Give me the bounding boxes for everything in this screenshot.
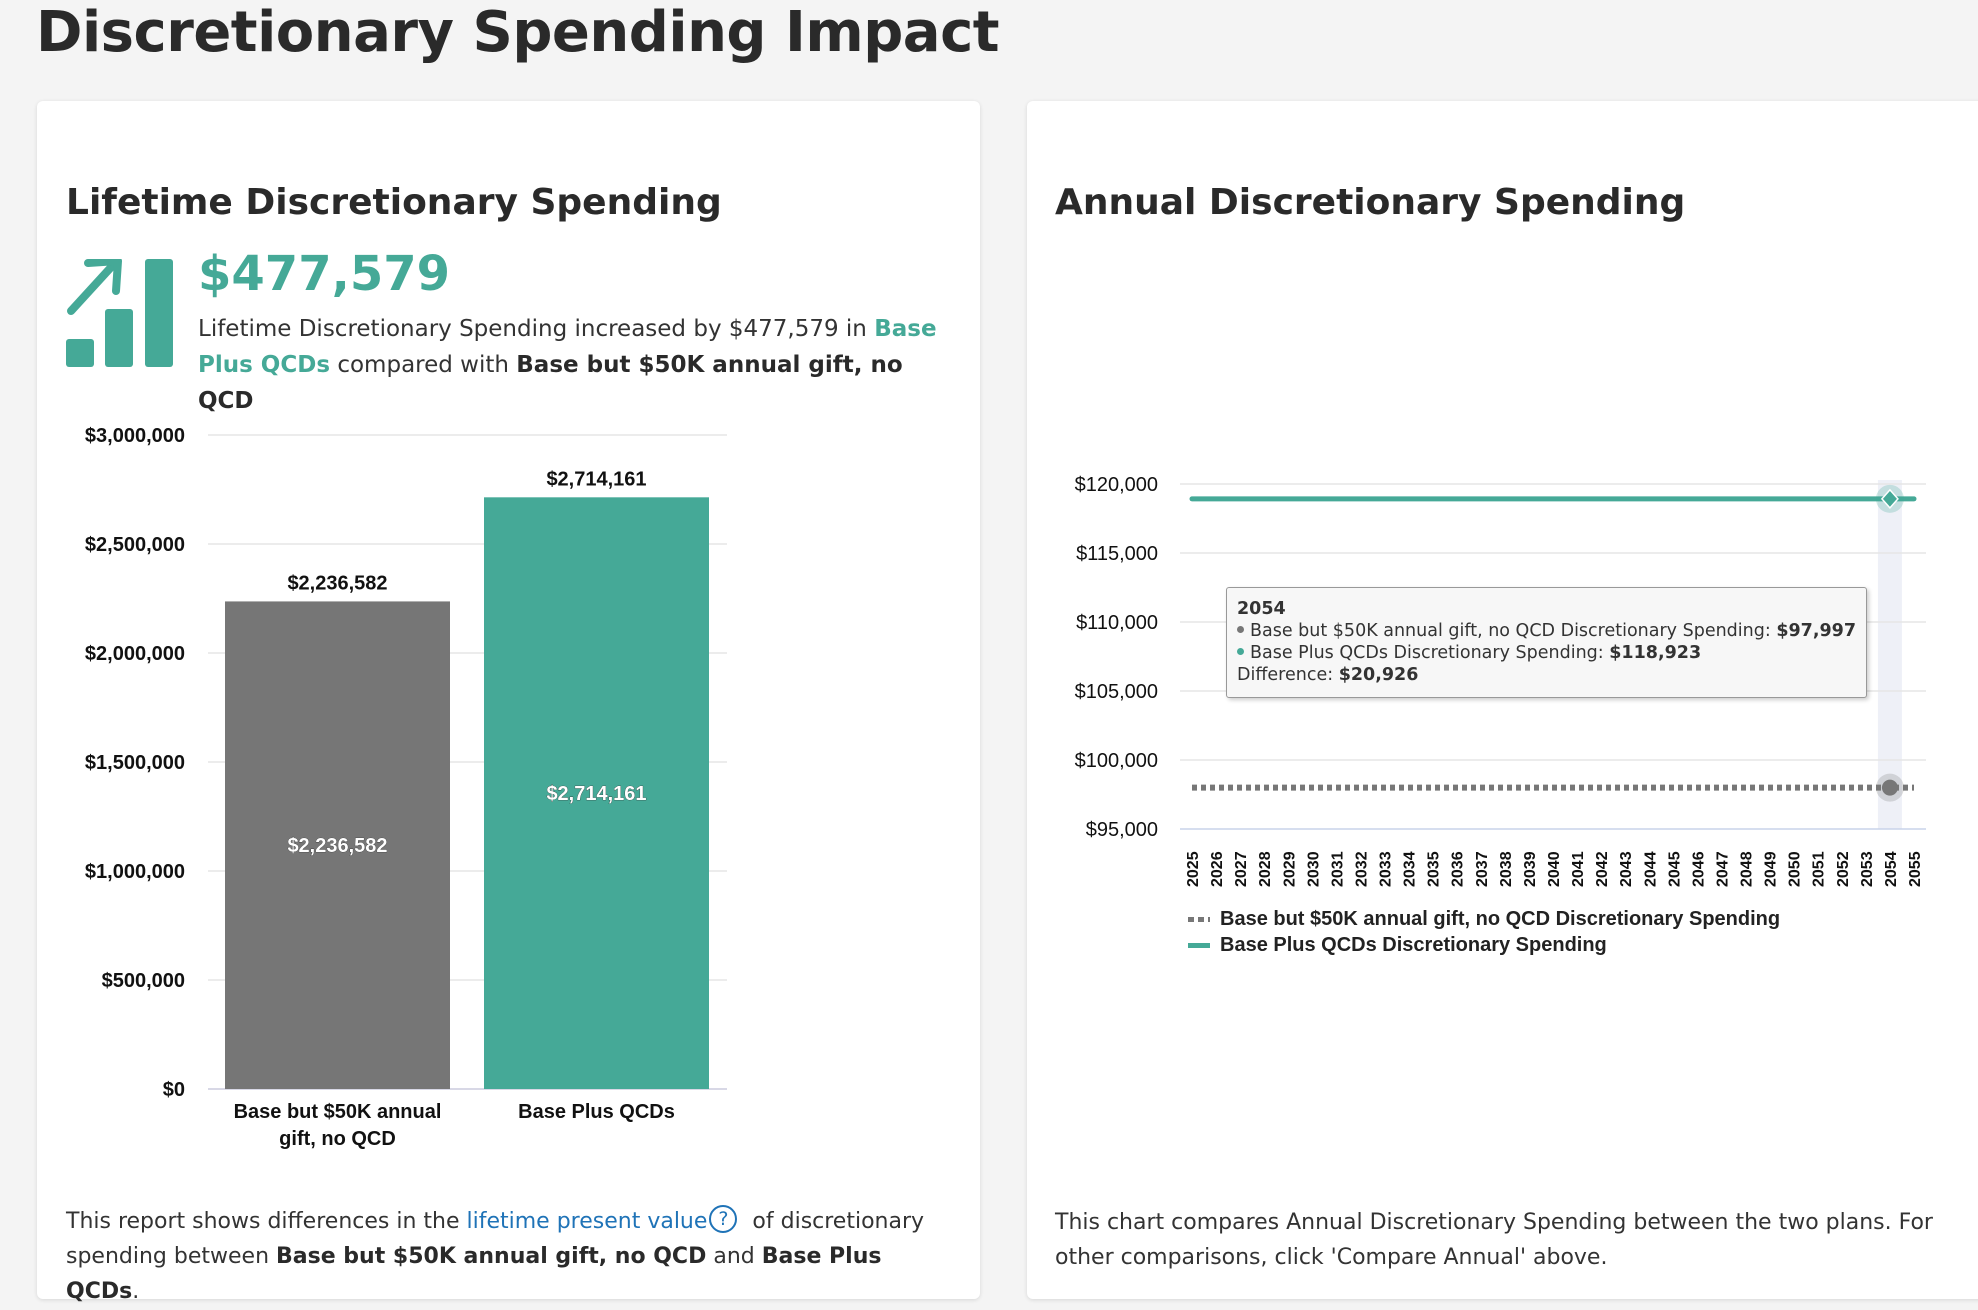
legend-item-plan-b[interactable]: Base Plus QCDs Discretionary Spending: [1188, 932, 1780, 958]
x-tick-label: 2032: [1353, 851, 1370, 887]
x-tick-label: 2054: [1883, 851, 1900, 887]
x-tick-label: 2025: [1185, 851, 1202, 887]
y-tick-label: $115,000: [1076, 543, 1158, 565]
footer-text: .: [132, 1279, 140, 1304]
page-title: Discretionary Spending Impact: [36, 0, 1000, 65]
gray-dot-icon: [1237, 626, 1244, 633]
footer-text: and: [706, 1244, 762, 1269]
summary-text: compared with: [330, 352, 517, 378]
legend-label: Base but $50K annual gift, no QCD Discre…: [1220, 908, 1781, 930]
y-tick-label: $2,000,000: [85, 643, 185, 665]
x-tick-label: 2053: [1859, 851, 1876, 887]
x-category-label: gift, no QCD: [279, 1128, 396, 1150]
teal-dot-icon: [1237, 648, 1244, 655]
x-tick-label: 2049: [1763, 851, 1780, 887]
plan-b-name: Base Plus QCDs: [198, 316, 937, 378]
x-tick-label: 2055: [1907, 851, 1924, 887]
dotted-line-swatch-icon: [1188, 916, 1210, 922]
x-tick-label: 2035: [1426, 851, 1443, 887]
bar-inner-label: $2,714,161: [546, 783, 646, 805]
x-tick-label: 2034: [1402, 851, 1419, 887]
x-tick-label: 2039: [1522, 851, 1539, 887]
tooltip-label: Base Plus QCDs Discretionary Spending:: [1250, 643, 1610, 663]
y-tick-label: $1,000,000: [85, 861, 185, 883]
x-category-label: Base Plus QCDs: [518, 1101, 675, 1123]
x-tick-label: 2047: [1714, 851, 1731, 887]
chart-increase-icon: [66, 259, 173, 367]
help-icon[interactable]: ?: [709, 1205, 738, 1233]
lifetime-difference-value: $477,579: [198, 246, 451, 302]
highlight-band: [1877, 480, 1902, 829]
bar-inner-label: $2,236,582: [287, 835, 387, 857]
tooltip-difference: Difference: $20,926: [1237, 664, 1856, 686]
line-chart-legend: Base but $50K annual gift, no QCD Discre…: [1188, 906, 1780, 958]
right-footer-note: This chart compares Annual Discretionary…: [1055, 1210, 1933, 1270]
x-tick-label: 2031: [1329, 851, 1346, 887]
x-tick-label: 2036: [1450, 851, 1467, 887]
tooltip-label: Base but $50K annual gift, no QCD Discre…: [1250, 621, 1777, 641]
footer-text: of discretionary spending between: [66, 1209, 925, 1269]
y-tick-label: $2,500,000: [85, 534, 185, 556]
x-tick-label: 2046: [1690, 851, 1707, 887]
plan-a-name: Base but $50K annual gift, no QCD: [198, 352, 903, 414]
x-tick-label: 2051: [1811, 851, 1828, 887]
bar-plan-a: [225, 601, 450, 1089]
y-tick-label: $105,000: [1075, 681, 1158, 703]
y-tick-label: $500,000: [102, 970, 185, 992]
x-tick-label: 2028: [1257, 851, 1274, 887]
x-tick-label: 2038: [1498, 851, 1515, 887]
tooltip-row-plan-b: Base Plus QCDs Discretionary Spending: $…: [1237, 642, 1856, 664]
summary-text: Lifetime Discretionary Spending increase…: [198, 316, 875, 342]
x-tick-label: 2045: [1666, 851, 1683, 887]
y-tick-label: $100,000: [1075, 750, 1158, 772]
x-tick-label: 2042: [1594, 851, 1611, 887]
annual-spending-card: Annual Discretionary Spending This chart…: [1027, 101, 1978, 1299]
lifetime-present-value-link[interactable]: lifetime present value: [466, 1209, 708, 1234]
x-tick-label: 2050: [1787, 851, 1804, 887]
footer-text: This report shows differences in the: [66, 1209, 467, 1234]
card-title: Annual Discretionary Spending: [1055, 182, 1686, 223]
data-point-plan-a: [1881, 779, 1898, 796]
bar-value-label: $2,714,161: [546, 468, 646, 490]
x-tick-label: 2041: [1570, 851, 1587, 887]
tooltip-row-plan-a: Base but $50K annual gift, no QCD Discre…: [1237, 620, 1856, 642]
x-tick-label: 2026: [1209, 851, 1226, 887]
x-tick-label: 2044: [1642, 851, 1659, 887]
x-tick-label: 2033: [1378, 851, 1395, 887]
lifetime-spending-card: Lifetime Discretionary Spending $477,579…: [37, 101, 980, 1304]
x-tick-label: 2052: [1835, 851, 1852, 887]
y-tick-label: $95,000: [1086, 819, 1158, 841]
lifetime-bar-chart: $0 $500,000 $1,000,000 $1,500,000 $2,000,000…: [85, 425, 727, 1150]
y-tick-label: $0: [163, 1079, 185, 1101]
tooltip-value: $20,926: [1338, 665, 1419, 685]
tooltip-label: Difference:: [1237, 665, 1339, 685]
tooltip-value: $118,923: [1609, 643, 1702, 663]
bar-plan-b: [484, 497, 709, 1090]
left-footer-note: This report shows differences in the lif…: [66, 1204, 946, 1309]
solid-line-swatch-icon: [1188, 942, 1210, 948]
y-tick-label: $120,000: [1075, 474, 1158, 496]
x-tick-label: 2037: [1474, 851, 1491, 887]
x-tick-label: 2040: [1546, 851, 1563, 887]
legend-label: Base Plus QCDs Discretionary Spending: [1220, 934, 1607, 956]
tooltip-value: $97,997: [1776, 621, 1857, 641]
y-tick-label: $1,500,000: [85, 752, 185, 774]
y-tick-label: $110,000: [1076, 612, 1158, 634]
chart-tooltip: 2054 Base but $50K annual gift, no QCD D…: [1226, 587, 1867, 698]
legend-item-plan-a[interactable]: Base but $50K annual gift, no QCD Discre…: [1188, 906, 1780, 932]
bar-value-label: $2,236,582: [287, 572, 387, 594]
x-tick-label: 2030: [1305, 851, 1322, 887]
card-title: Lifetime Discretionary Spending: [66, 182, 722, 223]
x-category-label: Base but $50K annual: [234, 1101, 442, 1123]
plan-b-name: Base Plus QCDs: [66, 1244, 882, 1304]
x-tick-label: 2043: [1618, 851, 1635, 887]
data-point-plan-b: [1880, 488, 1899, 509]
tooltip-year: 2054: [1237, 599, 1286, 619]
lifetime-summary: Lifetime Discretionary Spending increase…: [198, 311, 938, 419]
x-tick-label: 2029: [1281, 851, 1298, 887]
y-tick-label: $3,000,000: [85, 425, 185, 447]
x-tick-label: 2048: [1739, 851, 1756, 887]
plan-a-name: Base but $50K annual gift, no QCD: [276, 1244, 707, 1269]
x-tick-label: 2027: [1233, 851, 1250, 887]
